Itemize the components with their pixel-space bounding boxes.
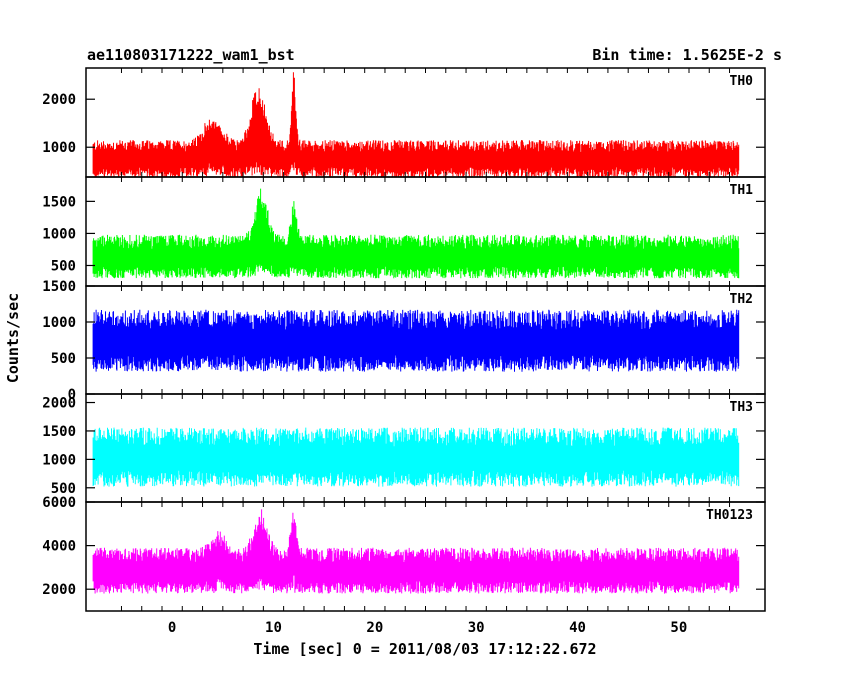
panel-th3: 500 1000 1500 2000 TH3 — [42, 393, 766, 503]
x-tick-label: 50 — [670, 620, 687, 636]
y-tick-label: 1000 — [42, 315, 76, 331]
panel-label: TH0123 — [706, 508, 753, 523]
y-axis-label: Counts/sec — [4, 293, 22, 383]
series-th0123 — [92, 509, 740, 594]
bin-time-label: Bin time: 1.5625E-2 s — [592, 46, 782, 64]
panels-group: 10002000TH050010001500TH1050010001500TH2… — [42, 67, 766, 636]
y-tick-label: 1500 — [42, 194, 76, 210]
y-tick-label: 1000 — [42, 452, 76, 468]
x-axis-label: Time [sec] 0 = 2011/08/03 17:12:22.672 — [253, 640, 596, 658]
series-th3 — [92, 427, 740, 487]
y-tick-label: 1500 — [42, 279, 76, 295]
series-th1 — [92, 188, 740, 279]
y-tick-label: 0 — [68, 387, 76, 403]
series-th2 — [92, 309, 740, 372]
y-tick-label: 1000 — [42, 226, 76, 242]
x-tick-label: 30 — [468, 620, 485, 636]
panel-label: TH1 — [730, 183, 754, 198]
y-tick-label: 4000 — [42, 539, 76, 555]
panel-label: TH0 — [730, 74, 754, 89]
y-tick-label: 6000 — [42, 495, 76, 511]
y-tick-label: 500 — [51, 481, 76, 497]
y-tick-label: 2000 — [42, 92, 76, 108]
y-tick-label: 1500 — [42, 424, 76, 440]
x-tick-label: 0 — [168, 620, 176, 636]
panel-th1: 500 1000 1500 TH1 — [42, 176, 766, 287]
x-tick-label: 20 — [366, 620, 383, 636]
panel-th2: 0 500 1000 1500 TH2 — [42, 279, 766, 403]
y-tick-label: 2000 — [42, 396, 76, 412]
y-tick-label: 500 — [51, 258, 76, 274]
series-th0 — [92, 72, 740, 177]
panel-label: TH2 — [730, 292, 753, 307]
panel-label: TH3 — [730, 400, 753, 415]
y-tick-label: 500 — [51, 351, 76, 367]
x-tick-label: 10 — [265, 620, 282, 636]
y-tick-label: 2000 — [42, 582, 76, 598]
panel-th0123: 2000 4000 6000 TH0123 — [42, 495, 766, 612]
x-tick-label: 40 — [569, 620, 586, 636]
chart-title: ae110803171222_wam1_bst — [87, 46, 295, 64]
y-tick-label: 1000 — [42, 140, 76, 156]
panel-th0: 1000 2000 TH0 — [42, 67, 766, 178]
